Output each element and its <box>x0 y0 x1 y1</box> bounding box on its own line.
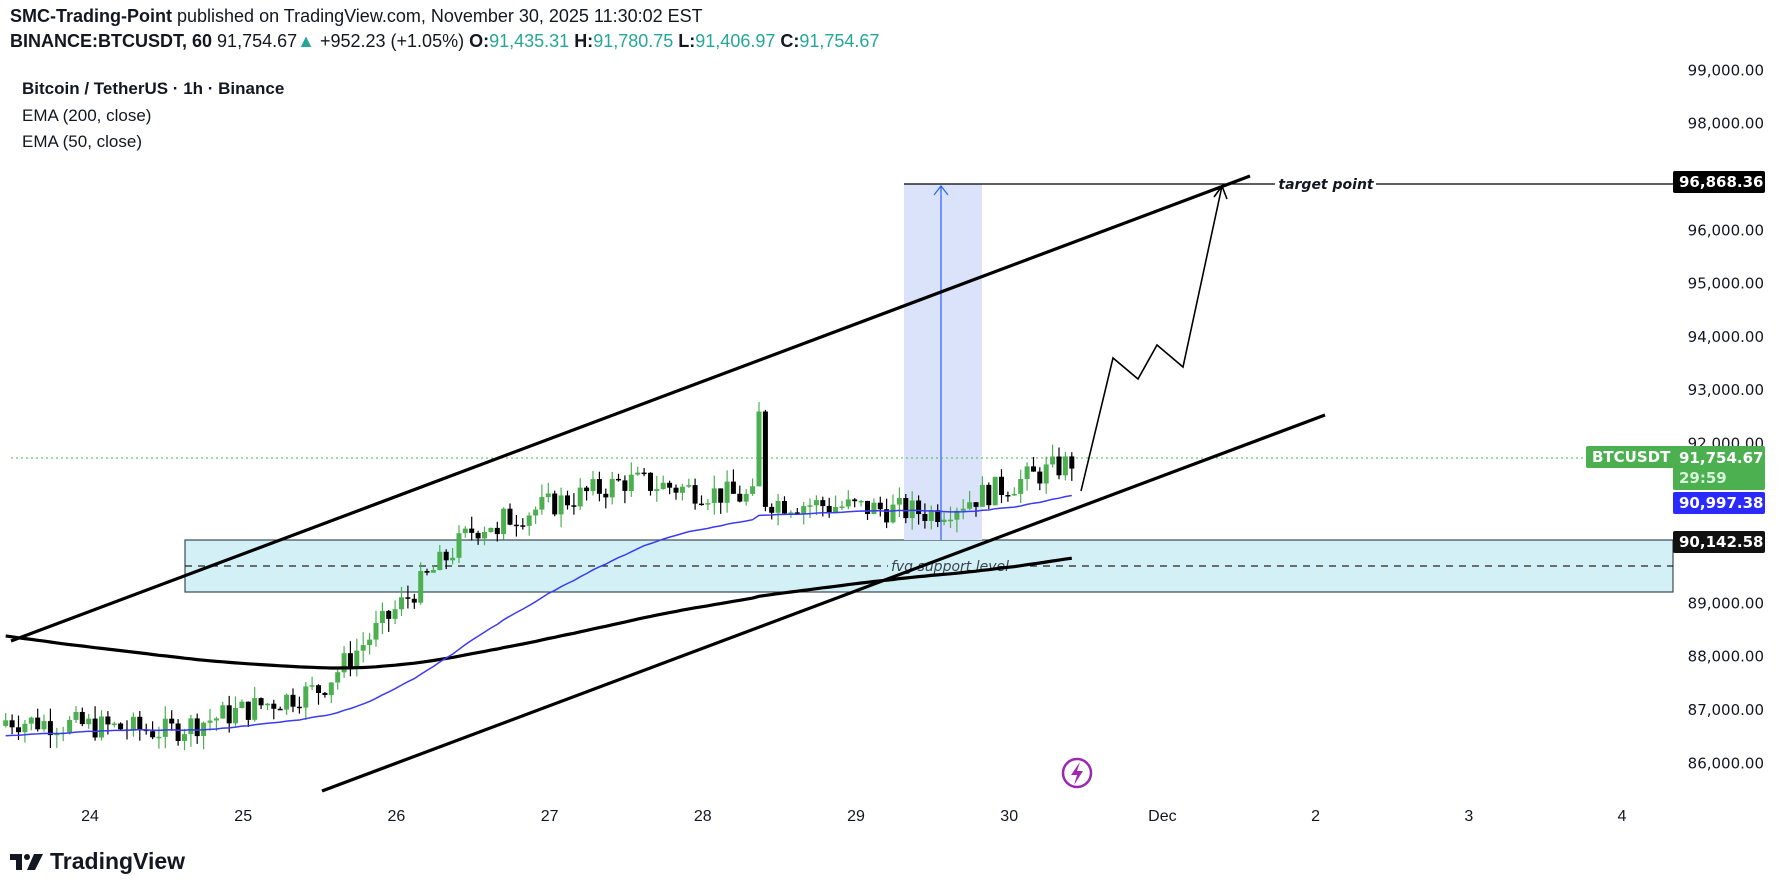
price-axis[interactable]: 99,000.00 98,000.00 96,000.00 95,000.00 94,0… <box>1688 61 1764 772</box>
price-axis-label: 99,000.00 <box>1688 61 1764 79</box>
price-axis-label: 96,000.00 <box>1688 221 1764 239</box>
symbol-tag: BTCUSDT <box>1586 446 1677 468</box>
price-axis-label: 94,000.00 <box>1688 328 1764 346</box>
price-axis-label: 98,000.00 <box>1688 115 1764 133</box>
price-axis-label: 88,000.00 <box>1688 648 1764 666</box>
close-value: 91,754.67 <box>799 31 880 51</box>
high-label: H: <box>574 31 594 51</box>
time-axis-label: 27 <box>541 808 559 825</box>
time-axis[interactable]: 24 25 26 27 28 29 30 Dec 2 3 4 <box>81 808 1626 825</box>
legend-title[interactable]: Bitcoin / TetherUS · 1h · Binance <box>22 79 285 98</box>
up-triangle-icon: ▲ <box>297 31 315 51</box>
target-label: target point <box>1278 177 1375 193</box>
last-price-tag: 91,754.67 29:59 <box>1673 446 1765 490</box>
target-price-tag: 96,868.36 <box>1673 171 1765 193</box>
time-axis-label: 29 <box>847 808 865 825</box>
legend-ema50[interactable]: EMA (50, close) <box>22 132 142 151</box>
projection-path[interactable] <box>1080 185 1223 492</box>
publish-info: SMC-Trading-Point published on TradingVi… <box>10 6 703 27</box>
time-axis-label: 25 <box>234 808 252 825</box>
time-axis-label: 28 <box>694 808 712 825</box>
close-label: C: <box>780 31 800 51</box>
symbol-label: BINANCE:BTCUSDT, 60 <box>10 31 213 51</box>
low-label: L: <box>678 31 696 51</box>
time-axis-label: 26 <box>388 808 406 825</box>
time-axis-label: 30 <box>1000 808 1018 825</box>
price-axis-label: 89,000.00 <box>1688 594 1764 612</box>
tradingview-logo-text: TradingView <box>50 848 186 874</box>
time-axis-label: 4 <box>1618 808 1627 825</box>
candlestick-series <box>3 402 1075 751</box>
ema50-line <box>5 494 1072 737</box>
low-value: 91,406.97 <box>695 31 776 51</box>
price-axis-label: 95,000.00 <box>1688 275 1764 293</box>
fvg-top-tag: 90,142.58 <box>1673 531 1765 553</box>
last-price-value: 91,754.67 <box>1679 449 1764 467</box>
legend-ema200[interactable]: EMA (200, close) <box>22 106 152 125</box>
channel-lower-line[interactable] <box>321 413 1326 793</box>
ema50-tag: 90,997.38 <box>1673 492 1765 514</box>
target-arrowhead-icon <box>1213 184 1228 200</box>
time-axis-label: 3 <box>1464 808 1473 825</box>
projection-arrowhead-icon <box>933 185 949 196</box>
last-price: 91,754.67 <box>217 31 298 51</box>
open-value: 91,435.31 <box>489 31 570 51</box>
price-axis-label: 86,000.00 <box>1688 754 1764 772</box>
channel-upper-line[interactable] <box>10 174 1251 643</box>
open-label: O: <box>469 31 490 51</box>
price-axis-label: 93,000.00 <box>1688 381 1764 399</box>
tradingview-logo[interactable]: TradingView <box>10 848 185 875</box>
price-axis-label: 87,000.00 <box>1688 701 1764 719</box>
published-text: published on TradingView.com, November 3… <box>177 6 703 26</box>
time-axis-label: 24 <box>81 808 99 825</box>
ema200-line <box>5 556 1073 670</box>
author-name[interactable]: SMC-Trading-Point <box>10 6 172 26</box>
bar-countdown: 29:59 <box>1679 469 1727 487</box>
tradingview-logo-icon <box>10 853 43 870</box>
projection-box[interactable] <box>904 184 982 540</box>
time-axis-label: 2 <box>1311 808 1320 825</box>
high-value: 91,780.75 <box>593 31 674 51</box>
price-change: +952.23 (+1.05%) <box>319 31 465 51</box>
lightning-event-icon[interactable] <box>1061 757 1093 789</box>
time-axis-label: Dec <box>1148 808 1176 825</box>
ohlc-bar: BINANCE:BTCUSDT, 60 91,754.67▲ +952.23 (… <box>10 31 879 52</box>
